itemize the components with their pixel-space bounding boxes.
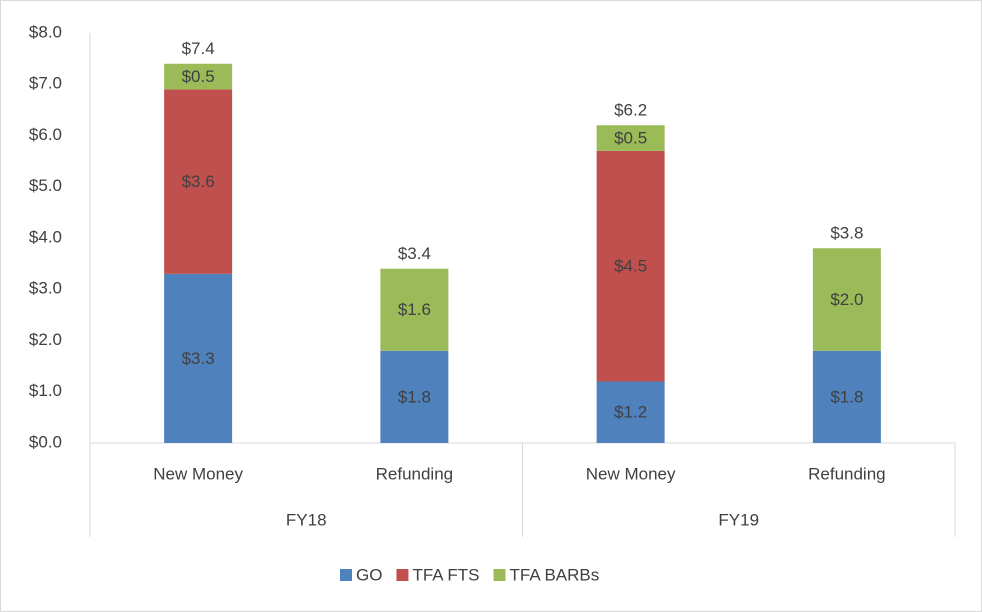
data-label: $3.3	[182, 349, 215, 368]
data-label: $1.2	[614, 403, 647, 422]
data-label: $2.0	[830, 290, 863, 309]
x-tick-label: New Money	[586, 464, 676, 483]
x-tick-label: Refunding	[808, 464, 886, 483]
y-tick-label: $5.0	[29, 176, 62, 195]
total-label: $3.4	[398, 244, 431, 263]
bar-segment	[812, 248, 881, 351]
total-label: $7.4	[182, 39, 215, 58]
y-tick-label: $7.0	[29, 74, 62, 93]
bar-segment	[164, 89, 233, 274]
x-tick-label: New Money	[153, 464, 243, 483]
data-label: $1.8	[830, 387, 863, 406]
bar-segment	[596, 381, 665, 443]
legend-swatch	[493, 569, 506, 581]
y-tick-label: $1.0	[29, 381, 62, 400]
legend-label: GO	[356, 565, 382, 584]
y-tick-label: $3.0	[29, 279, 62, 298]
bar-segment	[380, 350, 449, 443]
total-label: $3.8	[830, 224, 863, 243]
y-tick-label: $8.0	[29, 22, 62, 41]
data-label: $0.5	[614, 129, 647, 148]
y-tick-label: $2.0	[29, 330, 62, 349]
bar-segment	[596, 125, 665, 151]
bar-segment	[596, 150, 665, 382]
data-label: $1.6	[398, 300, 431, 319]
group-label: FY18	[286, 510, 327, 529]
legend-label: TFA BARBs	[510, 565, 600, 584]
data-label: $3.6	[182, 172, 215, 191]
bar-segment	[812, 350, 881, 443]
legend-label: TFA FTS	[412, 565, 479, 584]
group-label: FY19	[718, 510, 759, 529]
bar-segment	[164, 63, 233, 90]
data-label: $4.5	[614, 257, 647, 276]
bar-segment	[380, 268, 449, 351]
legend-swatch	[340, 569, 352, 581]
bar-segment	[164, 273, 233, 443]
legend-swatch	[396, 569, 409, 581]
total-label: $6.2	[614, 101, 647, 120]
data-label: $0.5	[182, 67, 215, 86]
y-tick-label: $4.0	[29, 227, 62, 246]
y-tick-label: $0.0	[29, 432, 62, 451]
y-tick-label: $6.0	[29, 125, 62, 144]
x-tick-label: Refunding	[376, 464, 454, 483]
data-label: $1.8	[398, 387, 431, 406]
